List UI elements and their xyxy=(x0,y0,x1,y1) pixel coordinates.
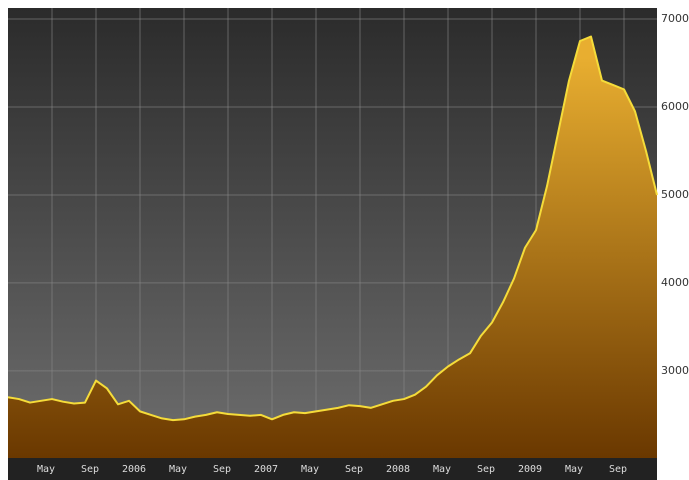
x-tick-label: Sep xyxy=(345,464,363,475)
x-tick-label: May xyxy=(169,464,187,475)
line xyxy=(7,35,658,422)
x-tick-label: May xyxy=(37,464,55,475)
x-tick-label: Sep xyxy=(477,464,495,475)
y-tick-label: 6000 xyxy=(661,100,689,113)
x-axis-bar xyxy=(8,458,657,480)
x-tick-label: 2006 xyxy=(122,464,146,475)
y-tick-label: 3000 xyxy=(661,364,689,377)
y-tick-label: 7000 xyxy=(661,12,689,25)
y-tick-label: 4000 xyxy=(661,276,689,289)
y-tick-label: 5000 xyxy=(661,188,689,201)
x-tick-label: 2009 xyxy=(518,464,542,475)
x-tick-label: Sep xyxy=(81,464,99,475)
area xyxy=(8,36,657,458)
x-tick-label: 2007 xyxy=(254,464,278,475)
x-tick-label: May xyxy=(565,464,583,475)
x-tick-label: May xyxy=(433,464,451,475)
x-tick-label: 2008 xyxy=(386,464,410,475)
x-tick-label: Sep xyxy=(213,464,231,475)
x-tick-label: May xyxy=(301,464,319,475)
x-tick-label: Sep xyxy=(609,464,627,475)
